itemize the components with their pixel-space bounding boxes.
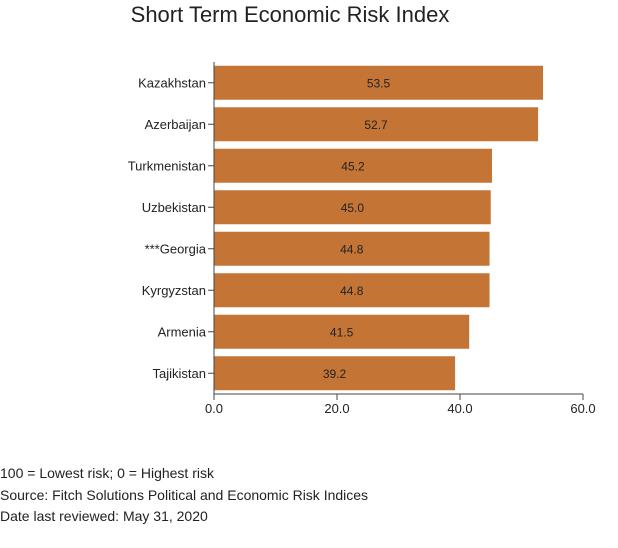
bar-7 [214, 356, 456, 391]
data-label-1: 52.7 [364, 118, 388, 132]
y-tick-label-6: Armenia [158, 324, 207, 339]
data-label-5: 44.8 [340, 284, 364, 298]
y-tick-label-4: ***Georgia [145, 241, 207, 256]
bar-2 [214, 148, 492, 183]
y-tick-label-0: Kazakhstan [138, 75, 206, 90]
date-reviewed-note: Date last reviewed: May 31, 2020 [0, 508, 208, 524]
data-label-7: 39.2 [323, 367, 347, 381]
bar-4 [214, 231, 490, 266]
x-tick-label-0: 0.0 [205, 401, 223, 416]
bar-0 [214, 65, 544, 100]
data-label-0: 53.5 [367, 76, 391, 90]
y-tick-label-7: Tajikistan [153, 366, 206, 381]
x-tick-label-1: 20.0 [324, 401, 349, 416]
bar-6 [214, 314, 470, 349]
source-note: Source: Fitch Solutions Political and Ec… [0, 486, 369, 503]
x-tick-label-3: 60.0 [570, 401, 595, 416]
y-tick-label-3: Uzbekistan [142, 200, 206, 215]
x-tick-label-2: 40.0 [447, 401, 472, 416]
data-label-2: 45.2 [341, 159, 365, 173]
bar-1 [214, 107, 539, 142]
y-tick-label-1: Azerbaijan [145, 117, 206, 132]
y-tick-label-5: Kyrgyzstan [142, 283, 206, 298]
data-label-3: 45.0 [341, 201, 365, 215]
chart-title: Short Term Economic Risk Index [130, 2, 450, 27]
bar-5 [214, 273, 490, 308]
bar-3 [214, 190, 491, 225]
scale-note: 100 = Lowest risk; 0 = Highest risk [0, 465, 214, 481]
y-tick-label-2: Turkmenistan [128, 158, 206, 173]
chart-notes: 100 = Lowest risk; 0 = Highest risk Sour… [0, 463, 368, 528]
data-label-6: 41.5 [330, 325, 354, 339]
data-label-4: 44.8 [340, 242, 364, 256]
